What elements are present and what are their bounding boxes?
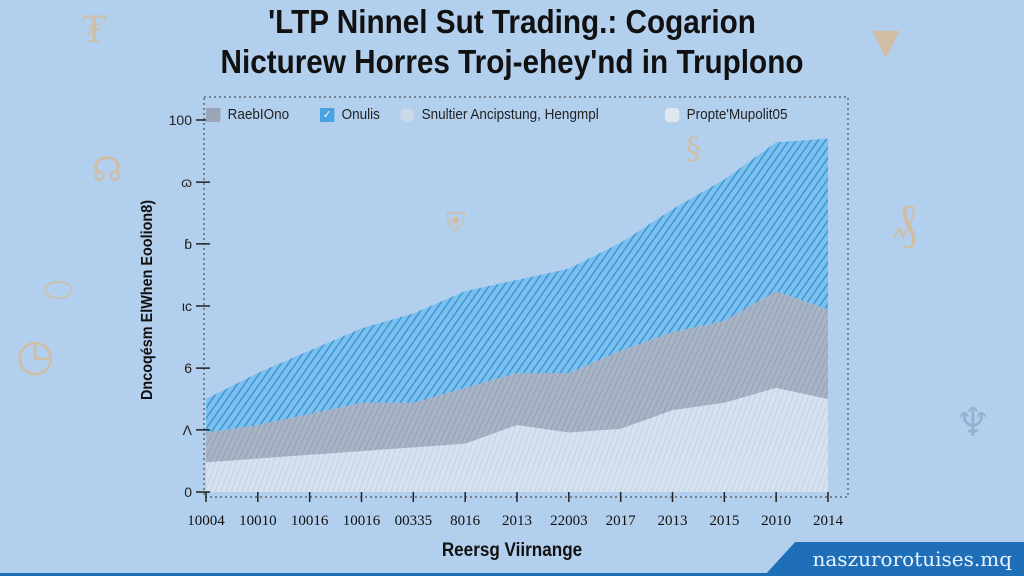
legend-label: RaebIOno bbox=[227, 106, 290, 123]
x-tick-label: 22003 bbox=[550, 513, 588, 529]
x-axis-label: Reersg Viirnange bbox=[441, 540, 583, 561]
x-tick-label: 2014 bbox=[813, 513, 844, 529]
y-axis-label: Dncoqésm ElWhen Eoolion8) bbox=[139, 199, 156, 401]
check-icon: ✓ bbox=[320, 107, 335, 122]
legend-item-onulis: ✓ Onulis bbox=[320, 106, 380, 123]
x-tick-label: 2013 bbox=[502, 513, 532, 529]
legend-swatch bbox=[665, 107, 680, 122]
area-series-propte-mupolit05 bbox=[206, 387, 828, 492]
x-tick-label: 10016 bbox=[343, 513, 381, 529]
seahorse-icon: § bbox=[686, 132, 701, 167]
x-tick-label: 2010 bbox=[761, 513, 791, 529]
plot-frame bbox=[203, 96, 849, 498]
y-tick-label: Λ bbox=[183, 422, 193, 438]
dollar-sign-icon: ₮ bbox=[82, 6, 107, 52]
area-series-raebiono bbox=[206, 291, 828, 463]
y-tick-label: ιc bbox=[182, 298, 192, 314]
chart-title-line-2: Nicturew Horres Troj-ehey'nd in Truplono bbox=[220, 43, 804, 80]
clock-icon: ◷ bbox=[16, 330, 55, 381]
globe-icon: ☊ bbox=[92, 150, 123, 190]
diamond-icon: ▼ bbox=[872, 22, 900, 63]
coin-icon: ⬭ bbox=[44, 270, 74, 310]
footer-bar bbox=[0, 573, 1024, 576]
legend-label: Onulis bbox=[341, 106, 380, 123]
legend-label: Snultier Ancipstung, Hengmpl bbox=[421, 106, 599, 123]
y-tick-label: ɷ bbox=[181, 174, 192, 190]
area-series-onulis bbox=[206, 138, 828, 433]
y-tick-label: ɓ bbox=[184, 236, 192, 252]
x-tick-label: 10016 bbox=[291, 513, 329, 529]
legend-swatch bbox=[400, 107, 415, 122]
y-tick-label: 6 bbox=[184, 360, 192, 376]
legend-item-raebiono: RaebIOno bbox=[206, 106, 289, 123]
currency-icon: ₰ bbox=[892, 192, 917, 250]
emblem-icon: ♆ bbox=[955, 400, 991, 446]
x-tick-label: 2013 bbox=[658, 513, 688, 529]
legend-item-snultier: Snultier Ancipstung, Hengmpl bbox=[400, 106, 599, 123]
x-tick-label: 10004 bbox=[187, 513, 225, 529]
watermark: naszurorotuises.mq bbox=[764, 542, 1024, 576]
legend-swatch bbox=[206, 107, 221, 122]
x-tick-label: 00335 bbox=[395, 513, 433, 529]
y-tick-label: 0 bbox=[184, 484, 192, 500]
x-tick-label: 8016 bbox=[450, 513, 481, 529]
shield-icon: ⛨ bbox=[446, 208, 466, 238]
legend-item-propte: Propte'Mupolit05 bbox=[665, 106, 787, 123]
x-tick-label: 10010 bbox=[239, 513, 277, 529]
y-tick-label: 100 bbox=[169, 112, 193, 128]
legend-label: Propte'Mupolit05 bbox=[686, 106, 788, 123]
x-tick-label: 2017 bbox=[606, 513, 637, 529]
x-tick-label: 2015 bbox=[709, 513, 739, 529]
chart-title-line-1: 'LTP Ninnel Sut Trading.: Cogarion bbox=[268, 3, 756, 40]
